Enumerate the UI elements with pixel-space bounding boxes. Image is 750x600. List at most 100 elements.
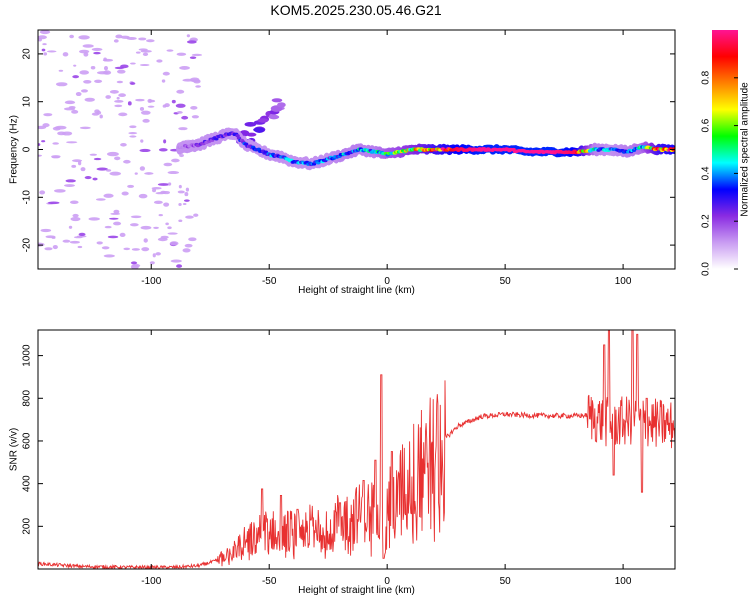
x-tick-label: -50 [262,576,277,587]
branch-blob [253,127,265,133]
noise-speckle [79,70,90,75]
noise-speckle [114,156,121,161]
noise-speckle [44,247,53,251]
noise-speckle [114,66,125,70]
noise-speckle [62,52,69,57]
noise-speckle [184,199,190,202]
noise-speckle [73,64,77,67]
noise-speckle [118,112,128,117]
spectrogram-y-axis-label: Frequency (Hz) [9,115,20,184]
y-tick-label: -20 [22,237,33,252]
noise-speckle [106,151,119,157]
noise-speckle [185,187,190,192]
noise-speckle [190,105,198,110]
x-tick-label: 100 [615,276,632,287]
branch-blob [277,102,286,108]
noise-speckle [38,242,45,247]
noise-speckle [167,232,178,235]
noise-speckle [78,49,90,54]
noise-speckle [163,202,170,207]
noise-speckle [78,232,86,236]
noise-speckle [119,232,126,237]
noise-speckle [92,177,98,181]
noise-speckle [89,153,98,156]
noise-speckle [139,166,146,171]
noise-speckle [103,70,112,75]
noise-speckle [176,89,185,94]
noise-speckle [127,184,135,188]
noise-speckle [134,172,138,175]
branch-blob [271,98,283,103]
x-tick-label: -100 [141,276,161,287]
noise-speckle [189,56,197,59]
noise-speckle [118,93,126,98]
noise-speckle [99,114,103,119]
noise-speckle [146,39,155,43]
noise-speckle [52,142,59,145]
colorbar-label: Normalized spectral amplitude [740,82,750,217]
noise-speckle [83,80,92,84]
noise-speckle [101,246,110,250]
x-tick-label: 50 [500,276,512,287]
y-tick-label: 800 [22,390,33,407]
noise-speckle [178,202,182,206]
noise-speckle [69,200,79,204]
noise-speckle [53,189,66,193]
noise-speckle [161,79,166,83]
noise-speckle [140,139,144,143]
noise-speckle [77,245,83,249]
snr-y-axis-label: SNR (v/v) [9,428,20,471]
noise-speckle [96,110,102,115]
noise-speckle [42,43,47,46]
noise-speckle [69,240,80,244]
noise-speckle [158,148,168,152]
y-tick-label: -10 [22,190,33,205]
noise-speckle [39,30,51,35]
noise-speckle [116,80,124,84]
noise-speckle [130,264,139,269]
noise-speckle [165,222,169,226]
noise-speckle [47,201,60,205]
noise-speckle [139,148,151,153]
noise-speckle [43,52,48,56]
noise-speckle [64,100,76,105]
colorbar-tick-label: 0.4 [701,166,712,180]
y-tick-label: 10 [22,96,33,108]
noise-speckle [65,179,76,183]
noise-speckle [68,225,73,229]
noise-speckle [103,66,109,71]
noise-speckle [176,111,183,114]
colorbar-tick-label: 0.6 [701,118,712,132]
y-tick-label: 400 [22,475,33,492]
snr-panel: -100 -50 0 50 100 200 400 600 800 1000 Height of s… [9,329,676,596]
noise-speckle [58,69,64,72]
noise-speckle [130,82,136,85]
noise-speckle [167,226,172,230]
noise-speckle [130,62,136,65]
noise-speckle [155,252,161,256]
noise-speckle [41,140,46,143]
noise-speckle [114,104,123,108]
noise-speckle [94,79,103,83]
noise-speckle [72,213,79,218]
noise-speckle [113,209,120,214]
snr-frame [37,329,676,570]
noise-speckle [38,35,47,40]
noise-speckle [113,221,122,226]
track-core [235,134,240,138]
snr-x-axis-label: Height of straight line (km) [298,585,415,596]
noise-speckle [144,172,154,175]
noise-speckle [93,51,101,55]
noise-speckle [147,105,155,108]
noise-speckle [178,184,182,189]
noise-speckle [162,104,167,108]
noise-speckle [129,135,137,138]
noise-speckle [170,259,182,263]
y-tick-label: 200 [22,518,33,535]
noise-speckle [109,89,119,94]
noise-speckle [182,248,191,253]
noise-speckle [96,167,108,171]
noise-speckle [178,127,188,131]
noise-speckle [185,215,194,219]
noise-speckle [39,190,46,195]
